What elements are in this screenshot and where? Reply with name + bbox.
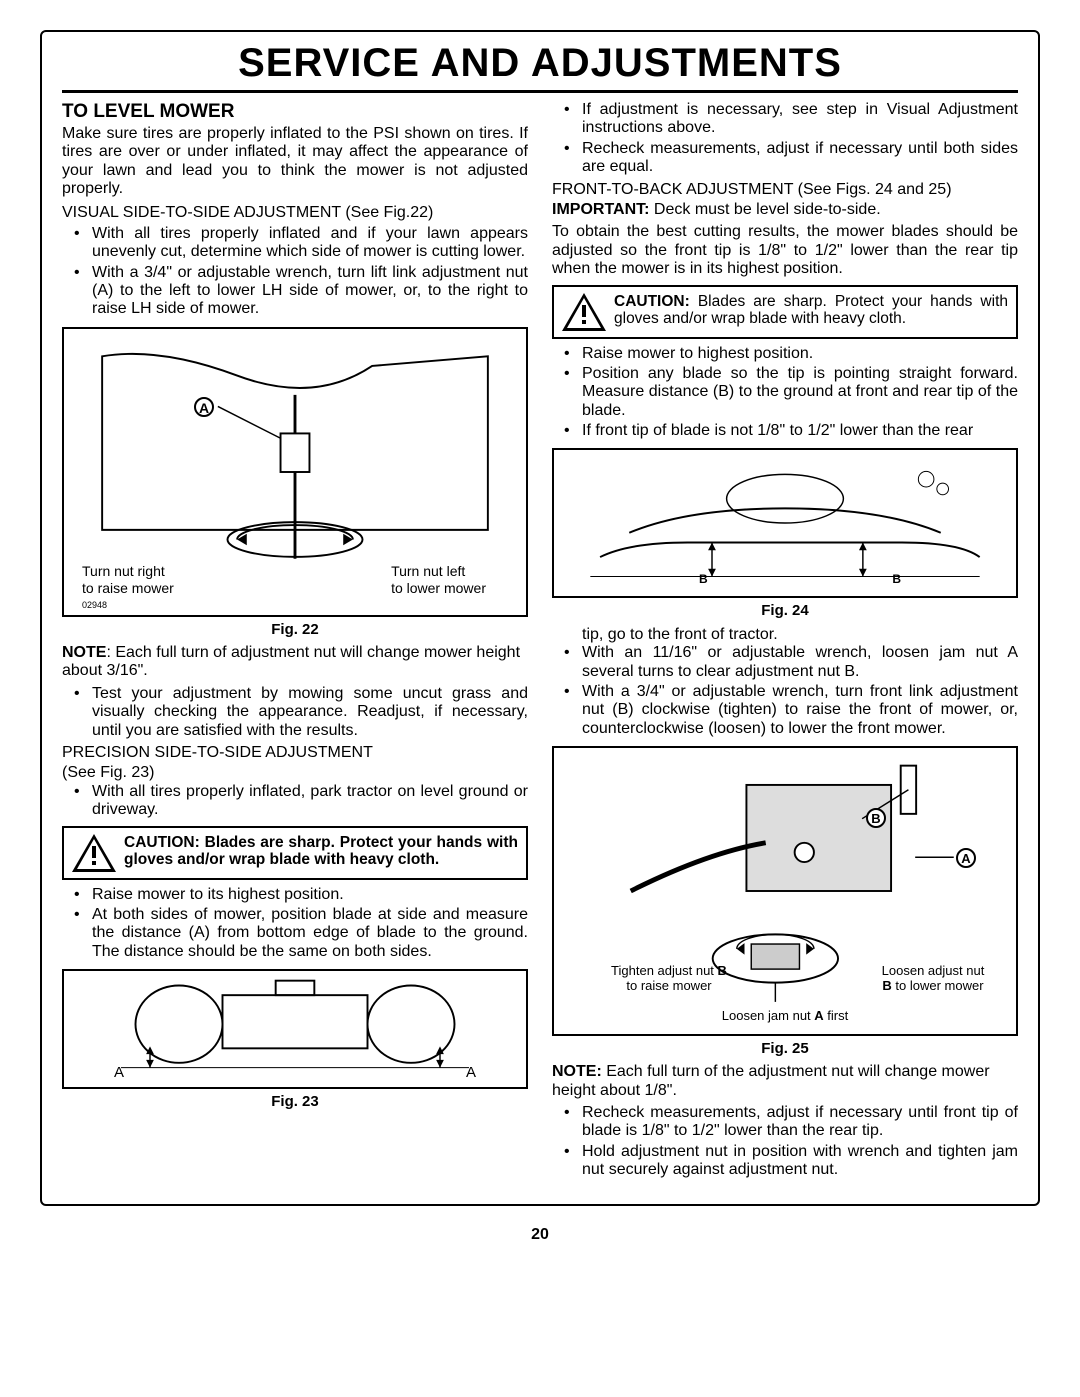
fig24-caption: Fig. 24 — [552, 602, 1018, 619]
ftb-continuation: tip, go to the front of tractor. — [552, 626, 1018, 644]
fig22-part-number: 02948 — [82, 600, 107, 610]
bullet-item: With all tires properly inflated and if … — [62, 225, 528, 262]
fig25-text-bottom: Loosen jam nut A first — [554, 1009, 1016, 1024]
section-heading-level-mower: To Level Mower — [62, 101, 528, 123]
warning-icon — [64, 828, 124, 878]
note-1: NOTE: Each full turn of adjustment nut w… — [62, 644, 528, 681]
fig24-label-b-right: B — [892, 573, 901, 587]
important-label: IMPORTANT: — [552, 201, 649, 218]
fig24-label-b-left: B — [699, 573, 708, 587]
caution-box-1: CAUTION: Blades are sharp. Protect your … — [62, 826, 528, 880]
note-2: NOTE: Each full turn of the adjustment n… — [552, 1063, 1018, 1100]
fig25-label-b: B — [866, 808, 886, 828]
top-right-bullets: If adjustment is necessary, see step in … — [552, 101, 1018, 177]
fig22-label-a: A — [194, 397, 214, 417]
fig22-text-right: Turn nut left to lower mower — [391, 563, 486, 597]
caution-text-2: CAUTION: Blades are sharp. Protect your … — [614, 287, 1016, 337]
bullet-item: With all tires properly inflated, park t… — [62, 783, 528, 820]
bullet-item: Recheck measurements, adjust if necessar… — [552, 140, 1018, 177]
precision-see: (See Fig. 23) — [62, 764, 528, 782]
intro-paragraph: Make sure tires are properly inflated to… — [62, 125, 528, 199]
bullet-item: Position any blade so the tip is pointin… — [552, 365, 1018, 420]
note-text: : Each full turn of adjustment nut will … — [62, 644, 520, 679]
bullet-item: At both sides of mower, position blade a… — [62, 906, 528, 961]
fig25-label-a: A — [956, 848, 976, 868]
caution-text-1: CAUTION: Blades are sharp. Protect your … — [124, 828, 526, 878]
bullet-item: If adjustment is necessary, see step in … — [552, 101, 1018, 138]
page-frame: SERVICE AND ADJUSTMENTS To Level Mower M… — [40, 30, 1040, 1206]
bullet-item: With an 11/16" or adjustable wrench, loo… — [552, 644, 1018, 681]
visual-bullets-1: With all tires properly inflated and if … — [62, 225, 528, 319]
ftb-intro: To obtain the best cutting results, the … — [552, 223, 1018, 278]
important-text: Deck must be level side-to-side. — [649, 201, 880, 218]
figure-24: B B — [552, 448, 1018, 598]
figure-23: A A — [62, 969, 528, 1089]
note-label: NOTE — [62, 644, 106, 661]
left-column: To Level Mower Make sure tires are prope… — [62, 101, 528, 1184]
precision-bullets-2: Raise mower to its highest position. At … — [62, 886, 528, 962]
two-column-layout: To Level Mower Make sure tires are prope… — [62, 101, 1018, 1184]
note-text: Each full turn of the adjustment nut wil… — [552, 1063, 990, 1098]
fig24-diagram — [554, 450, 1016, 596]
figure-25: B A Tighten adjust nut B to raise mower … — [552, 746, 1018, 1036]
precision-bullets-1: With all tires properly inflated, park t… — [62, 783, 528, 820]
bullet-item: With a 3/4" or adjustable wrench, turn l… — [62, 264, 528, 319]
fig25-text-left: Tighten adjust nut B to raise mower — [604, 963, 734, 994]
fig23-label-a-left: A — [114, 1064, 124, 1081]
important-line: IMPORTANT: Deck must be level side-to-si… — [552, 201, 1018, 219]
fig25-text-right: Loosen adjust nut B to lower mower — [878, 963, 988, 994]
ftb-heading: FRONT-TO-BACK ADJUSTMENT (See Figs. 24 a… — [552, 181, 1018, 199]
figure-22: A Turn nut right to raise mower Turn nut… — [62, 327, 528, 617]
bullet-item: Recheck measurements, adjust if necessar… — [552, 1104, 1018, 1141]
visual-bullets-2: Test your adjustment by mowing some uncu… — [62, 685, 528, 740]
bullet-item: Hold adjustment nut in position with wre… — [552, 1143, 1018, 1180]
visual-adjustment-heading: VISUAL SIDE-TO-SIDE ADJUSTMENT (See Fig.… — [62, 204, 528, 222]
fig22-text-left: Turn nut right to raise mower — [82, 563, 174, 597]
ftb-bullets-1: Raise mower to highest position. Positio… — [552, 345, 1018, 441]
caution-label: CAUTION: — [614, 293, 690, 310]
bullet-item: If front tip of blade is not 1/8" to 1/2… — [552, 422, 1018, 440]
caution-box-2: CAUTION: Blades are sharp. Protect your … — [552, 285, 1018, 339]
page-number: 20 — [40, 1226, 1040, 1244]
bullet-item: Raise mower to highest position. — [552, 345, 1018, 363]
bullet-item: Test your adjustment by mowing some uncu… — [62, 685, 528, 740]
ftb-bullets-2: With an 11/16" or adjustable wrench, loo… — [552, 644, 1018, 738]
page-title: SERVICE AND ADJUSTMENTS — [62, 40, 1018, 93]
fig23-caption: Fig. 23 — [62, 1093, 528, 1110]
final-bullets: Recheck measurements, adjust if necessar… — [552, 1104, 1018, 1180]
bullet-item: Raise mower to its highest position. — [62, 886, 528, 904]
fig23-label-a-right: A — [466, 1064, 476, 1081]
precision-heading: PRECISION SIDE-TO-SIDE ADJUSTMENT — [62, 744, 528, 762]
fig23-diagram — [64, 971, 526, 1087]
bullet-item: With a 3/4" or adjustable wrench, turn f… — [552, 683, 1018, 738]
fig22-caption: Fig. 22 — [62, 621, 528, 638]
fig25-caption: Fig. 25 — [552, 1040, 1018, 1057]
note-label: NOTE: — [552, 1063, 602, 1080]
warning-icon — [554, 287, 614, 337]
right-column: If adjustment is necessary, see step in … — [552, 101, 1018, 1184]
